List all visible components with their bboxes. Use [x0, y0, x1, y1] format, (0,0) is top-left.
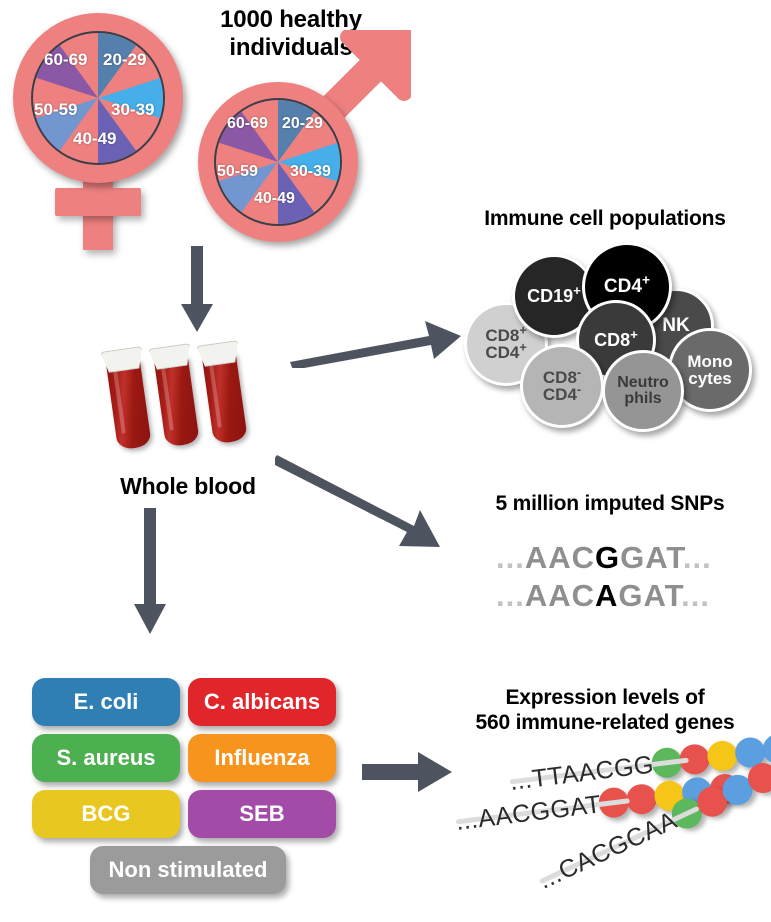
snp-sequence-allele-g: ...AACGGAT... — [496, 540, 712, 576]
stimuli-panel: E. coli C. albicans S. aureus Influenza … — [30, 678, 350, 894]
snp-left: AAC — [524, 540, 596, 575]
snp-variant-allele: A — [595, 578, 619, 613]
snp-sequence-allele-a: ...AACAGAT... — [496, 578, 710, 614]
snp-right: GAT — [618, 578, 682, 613]
expression-title-line2: 560 immune-related genes — [475, 711, 735, 735]
cell-label: CD19+ — [527, 282, 581, 306]
pie-label-20-29: 20-29 — [103, 50, 147, 69]
cohort-title: 1000 healthy individuals — [186, 6, 396, 63]
immune-cell-populations-title: Immune cell populations — [484, 207, 726, 230]
stimulus-seb[interactable]: SEB — [188, 790, 336, 838]
pie-label-30-39: 30-39 — [111, 100, 155, 119]
stimulus-label: C. albicans — [203, 689, 321, 714]
cohort-title-line2: individuals — [229, 34, 353, 62]
strand-letters: ...AACGGAT — [454, 789, 603, 836]
stimulus-c-albicans[interactable]: C. albicans — [188, 678, 336, 726]
female-age-pie — [31, 31, 165, 165]
cell-label: CD8+ CD4+ — [485, 323, 527, 362]
snp-left: AAC — [524, 578, 596, 613]
stimulus-label: SEB — [239, 801, 285, 826]
cell-label: Mono cytes — [687, 351, 733, 388]
male-age-pie — [214, 98, 342, 226]
stimulus-label: E. coli — [73, 689, 139, 714]
snp-variant-allele: G — [595, 540, 621, 575]
rna-strands: ...TTAACGG ...AACGGAT ...CACGCAA — [440, 732, 771, 920]
snp-suffix: ... — [682, 540, 712, 575]
arrow-cohort-to-blood — [181, 246, 213, 332]
rna-bead — [705, 739, 739, 773]
snp-prefix: ... — [496, 540, 525, 575]
arrow-blood-to-stimuli — [134, 508, 166, 634]
cell-label: NK — [662, 315, 690, 337]
pie-label-50-59: 50-59 — [34, 100, 78, 119]
stimulus-label: Influenza — [214, 745, 310, 770]
stimulus-bcg[interactable]: BCG — [32, 790, 180, 838]
immune-cell-cluster: CD8+ CD4+ CD19+ NK CD4+ CD8+ Mono cytes CD… — [460, 240, 760, 432]
arrow-blood-to-snps — [275, 455, 440, 547]
stimulus-s-aureus[interactable]: S. aureus — [32, 734, 180, 782]
cell-label: CD8+ — [594, 326, 638, 350]
whole-blood-label: Whole blood — [120, 473, 256, 499]
pie-label-60-69: 60-69 — [227, 115, 268, 132]
cell-label: Neutro phils — [617, 373, 669, 407]
female-venus-symbol: 20-29 30-39 40-49 50-59 60-69 — [10, 10, 195, 260]
male-mars-symbol: 20-29 30-39 40-49 50-59 60-69 — [196, 30, 411, 245]
pie-label-60-69: 60-69 — [44, 50, 88, 69]
cell-label: CD8- CD4- — [542, 365, 582, 404]
blood-tube — [104, 347, 152, 451]
pie-label-40-49: 40-49 — [73, 129, 117, 148]
arrow-blood-to-immune-cells — [290, 321, 461, 368]
blood-tube — [152, 344, 200, 448]
cohort-title-line1: 1000 healthy — [220, 6, 362, 33]
expression-title-line1: Expression levels of — [505, 686, 705, 709]
pie-label-40-49: 40-49 — [254, 190, 295, 207]
pie-label-30-39: 30-39 — [290, 163, 331, 180]
expression-title: Expression levels of 560 immune-related … — [440, 685, 770, 735]
stimulus-label: BCG — [81, 801, 131, 826]
snps-title: 5 million imputed SNPs — [495, 492, 725, 515]
rna-bead — [625, 782, 659, 816]
stimulus-influenza[interactable]: Influenza — [188, 734, 336, 782]
snp-prefix: ... — [496, 578, 525, 613]
cell-cd8minus-cd4minus: CD8- CD4- — [520, 344, 604, 428]
snp-right: GAT — [620, 540, 683, 575]
stimulus-label: S. aureus — [56, 745, 156, 770]
stimulus-non-stimulated[interactable]: Non stimulated — [90, 846, 286, 894]
cell-label: CD4+ — [603, 271, 651, 298]
stimulus-e-coli[interactable]: E. coli — [32, 678, 180, 726]
pie-label-50-59: 50-59 — [217, 163, 258, 180]
snp-suffix: ... — [681, 578, 710, 613]
stimulus-label: Non stimulated — [108, 857, 268, 882]
blood-tube — [200, 341, 248, 445]
pie-label-20-29: 20-29 — [282, 115, 323, 132]
whole-blood-tubes — [108, 340, 278, 451]
venus-horizontal-bar — [55, 188, 141, 216]
arrow-stimuli-to-expression — [362, 752, 452, 792]
cell-neutrophils: Neutro phils — [602, 350, 684, 432]
